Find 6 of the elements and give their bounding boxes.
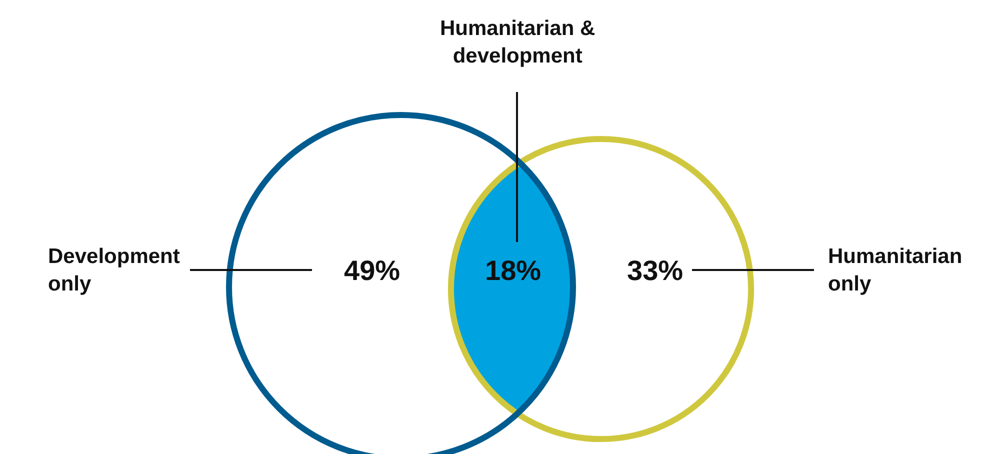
data-label: 33%	[627, 255, 684, 286]
category-label: Humanitarian & development	[440, 17, 596, 68]
category-label: Development only	[48, 245, 180, 296]
data-label: 49%	[344, 255, 400, 286]
category-label: Humanitarian only	[828, 245, 962, 296]
data-label: 18%	[485, 255, 542, 286]
